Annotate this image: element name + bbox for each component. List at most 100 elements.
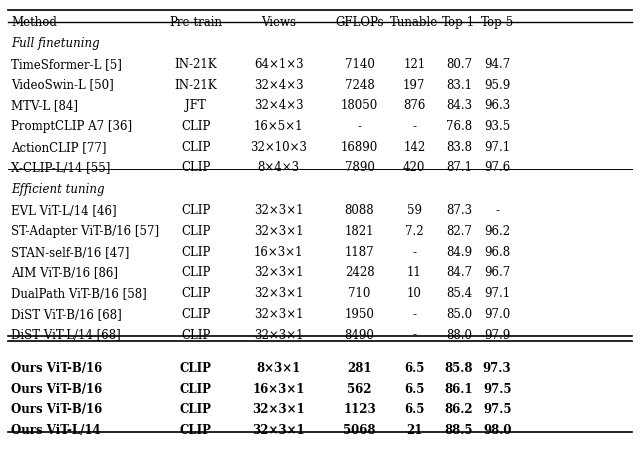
- Text: JFT: JFT: [186, 99, 206, 112]
- Text: Efficient tuning: Efficient tuning: [11, 183, 104, 196]
- Text: Pre-train: Pre-train: [169, 16, 222, 28]
- Text: DualPath ViT-B/16 [58]: DualPath ViT-B/16 [58]: [11, 287, 147, 300]
- Text: 96.2: 96.2: [484, 225, 510, 238]
- Text: -: -: [412, 328, 416, 342]
- Text: Tunable: Tunable: [390, 16, 438, 28]
- Text: 96.8: 96.8: [484, 246, 510, 259]
- Text: Top-1: Top-1: [442, 16, 476, 28]
- Text: ST-Adapter ViT-B/16 [57]: ST-Adapter ViT-B/16 [57]: [11, 225, 159, 238]
- Text: 84.9: 84.9: [446, 246, 472, 259]
- Text: 16×3×1: 16×3×1: [254, 246, 303, 259]
- Text: 6.5: 6.5: [404, 403, 424, 416]
- Text: 8088: 8088: [345, 204, 374, 217]
- Text: 8490: 8490: [344, 328, 374, 342]
- Text: DiST ViT-B/16 [68]: DiST ViT-B/16 [68]: [11, 308, 122, 321]
- Text: 16×5×1: 16×5×1: [254, 120, 303, 133]
- Text: CLIP: CLIP: [181, 266, 211, 279]
- Text: 95.9: 95.9: [484, 79, 510, 91]
- Text: -: -: [412, 120, 416, 133]
- Text: 83.1: 83.1: [446, 79, 472, 91]
- Text: 32×3×1: 32×3×1: [252, 424, 305, 437]
- Text: -: -: [412, 246, 416, 259]
- Text: X-CLIP-L/14 [55]: X-CLIP-L/14 [55]: [11, 162, 110, 174]
- Text: 32×4×3: 32×4×3: [254, 79, 303, 91]
- Text: 84.3: 84.3: [446, 99, 472, 112]
- Text: 32×3×1: 32×3×1: [252, 403, 305, 416]
- Text: CLIP: CLIP: [181, 120, 211, 133]
- Text: 85.8: 85.8: [445, 362, 473, 375]
- Text: 32×3×1: 32×3×1: [254, 204, 303, 217]
- Text: 1821: 1821: [345, 225, 374, 238]
- Text: CLIP: CLIP: [181, 287, 211, 300]
- Text: 5068: 5068: [343, 424, 376, 437]
- Text: Method: Method: [11, 16, 57, 28]
- Text: MTV-L [84]: MTV-L [84]: [11, 99, 78, 112]
- Text: CLIP: CLIP: [181, 246, 211, 259]
- Text: Ours ViT-B/16: Ours ViT-B/16: [11, 362, 102, 375]
- Text: 87.3: 87.3: [446, 204, 472, 217]
- Text: 93.5: 93.5: [484, 120, 510, 133]
- Text: CLIP: CLIP: [181, 204, 211, 217]
- Text: 97.1: 97.1: [484, 141, 510, 154]
- Text: 18050: 18050: [341, 99, 378, 112]
- Text: 97.5: 97.5: [483, 383, 511, 396]
- Text: CLIP: CLIP: [181, 141, 211, 154]
- Text: CLIP: CLIP: [181, 328, 211, 342]
- Text: 16×3×1: 16×3×1: [252, 383, 305, 396]
- Text: CLIP: CLIP: [180, 383, 212, 396]
- Text: 64×1×3: 64×1×3: [254, 58, 303, 71]
- Text: DiST ViT-L/14 [68]: DiST ViT-L/14 [68]: [11, 328, 121, 342]
- Text: 121: 121: [403, 58, 426, 71]
- Text: 6.5: 6.5: [404, 383, 424, 396]
- Text: 562: 562: [348, 383, 372, 396]
- Text: CLIP: CLIP: [180, 403, 212, 416]
- Text: CLIP: CLIP: [181, 308, 211, 321]
- Text: 32×10×3: 32×10×3: [250, 141, 307, 154]
- Text: 32×4×3: 32×4×3: [254, 99, 303, 112]
- Text: 10: 10: [407, 287, 422, 300]
- Text: 420: 420: [403, 162, 426, 174]
- Text: IN-21K: IN-21K: [175, 79, 217, 91]
- Text: PromptCLIP A7 [36]: PromptCLIP A7 [36]: [11, 120, 132, 133]
- Text: Views: Views: [261, 16, 296, 28]
- Text: IN-21K: IN-21K: [175, 58, 217, 71]
- Text: 6.5: 6.5: [404, 362, 424, 375]
- Text: EVL ViT-L/14 [46]: EVL ViT-L/14 [46]: [11, 204, 116, 217]
- Text: 281: 281: [348, 362, 372, 375]
- Text: STAN-self-B/16 [47]: STAN-self-B/16 [47]: [11, 246, 129, 259]
- Text: 97.9: 97.9: [484, 328, 510, 342]
- Text: 1123: 1123: [343, 403, 376, 416]
- Text: 32×3×1: 32×3×1: [254, 328, 303, 342]
- Text: 97.6: 97.6: [484, 162, 510, 174]
- Text: 7.2: 7.2: [405, 225, 424, 238]
- Text: 94.7: 94.7: [484, 58, 510, 71]
- Text: 1950: 1950: [344, 308, 374, 321]
- Text: ActionCLIP [77]: ActionCLIP [77]: [11, 141, 106, 154]
- Text: 80.7: 80.7: [446, 58, 472, 71]
- Text: 32×3×1: 32×3×1: [254, 308, 303, 321]
- Text: 98.0: 98.0: [483, 424, 511, 437]
- Text: CLIP: CLIP: [180, 362, 212, 375]
- Text: Full finetuning: Full finetuning: [11, 37, 100, 50]
- Text: 11: 11: [407, 266, 422, 279]
- Text: 87.1: 87.1: [446, 162, 472, 174]
- Text: 8×3×1: 8×3×1: [257, 362, 301, 375]
- Text: 32×3×1: 32×3×1: [254, 266, 303, 279]
- Text: GFLOPs: GFLOPs: [335, 16, 384, 28]
- Text: 76.8: 76.8: [446, 120, 472, 133]
- Text: 7248: 7248: [344, 79, 374, 91]
- Text: VideoSwin-L [50]: VideoSwin-L [50]: [11, 79, 114, 91]
- Text: 97.5: 97.5: [483, 403, 511, 416]
- Text: 83.8: 83.8: [446, 141, 472, 154]
- Text: 88.5: 88.5: [445, 424, 473, 437]
- Text: CLIP: CLIP: [181, 162, 211, 174]
- Text: 97.1: 97.1: [484, 287, 510, 300]
- Text: 1187: 1187: [345, 246, 374, 259]
- Text: 82.7: 82.7: [446, 225, 472, 238]
- Text: 142: 142: [403, 141, 426, 154]
- Text: 88.0: 88.0: [446, 328, 472, 342]
- Text: 876: 876: [403, 99, 426, 112]
- Text: Ours ViT-B/16: Ours ViT-B/16: [11, 383, 102, 396]
- Text: 7890: 7890: [344, 162, 374, 174]
- Text: -: -: [412, 308, 416, 321]
